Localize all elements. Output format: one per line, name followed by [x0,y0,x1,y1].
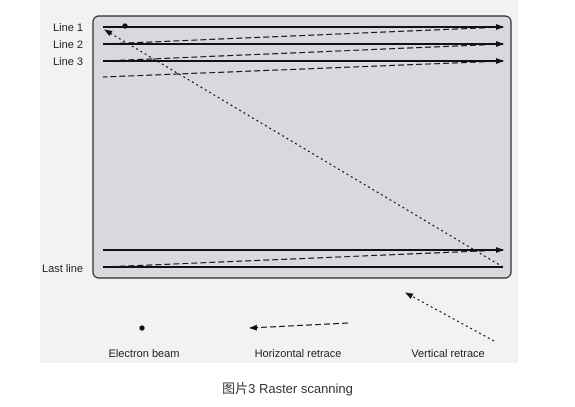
label-last-line: Last line [42,263,83,275]
horizontal-retrace-last [102,249,504,268]
figure-caption: 图片3 Raster scanning [222,381,353,396]
legend-vertical-retrace-label: Vertical retrace [411,348,484,360]
legend-electron-beam-icon [139,325,145,331]
horizontal-retrace-3 [102,60,504,78]
legend-horizontal-retrace-label: Horizontal retrace [255,348,342,360]
legend-vertical-retrace-icon [405,292,495,342]
label-line-3: Line 3 [53,56,83,68]
label-line-1: Line 1 [53,22,83,34]
vertical-retrace [104,29,504,268]
electron-beam-dot [122,23,128,29]
legend-horizontal-retrace-icon [249,322,349,331]
horizontal-retrace-1 [102,26,504,45]
horizontal-retrace-2 [102,43,504,62]
screen [92,15,512,279]
legend-electron-beam-label: Electron beam [109,348,180,360]
label-line-2: Line 2 [53,39,83,51]
